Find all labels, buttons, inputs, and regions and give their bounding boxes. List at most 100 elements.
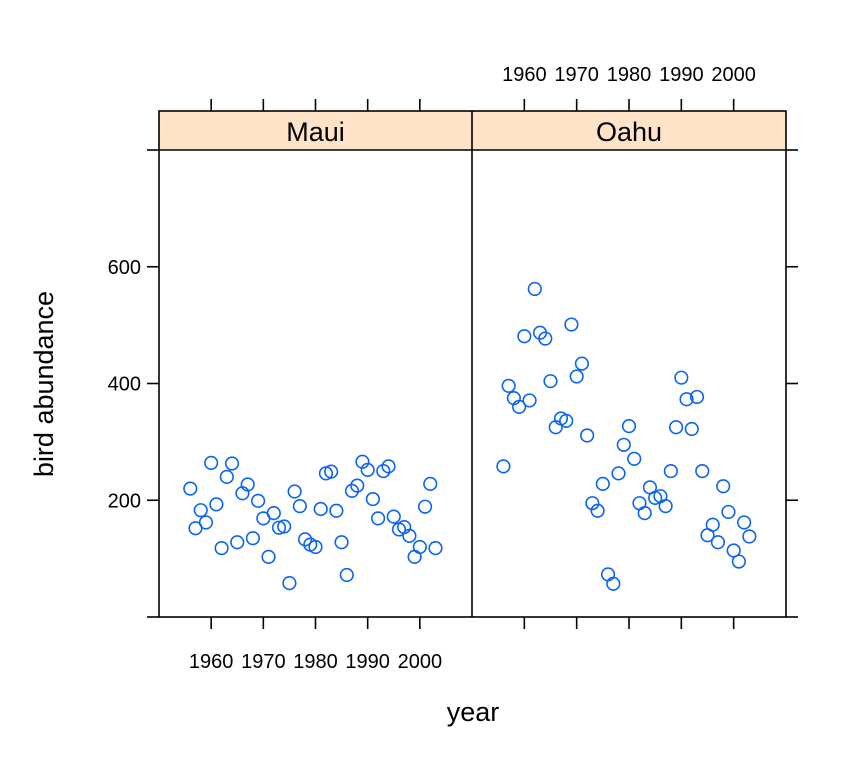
data-point [522,393,537,408]
data-point [209,497,224,512]
data-point [245,531,260,546]
strip-background [159,111,472,150]
data-point [590,503,605,518]
panel-points-oahu [496,281,757,591]
data-point [198,515,214,530]
data-point [580,428,595,443]
data-point [668,420,684,435]
data-point [496,459,511,474]
data-point [271,520,287,535]
x-tick-label-top: 2000 [711,64,756,86]
data-point [689,389,705,405]
data-point [313,501,328,517]
data-point [564,317,579,332]
data-point [344,483,360,499]
data-point [574,356,590,371]
panels-layer: Maui Oahu [159,111,786,591]
x-axis-title: year [447,697,500,727]
data-point [716,479,731,494]
data-point [627,451,642,466]
y-tick-label: 600 [108,257,141,279]
data-point [324,464,339,479]
data-point [251,493,266,508]
data-point [183,481,198,496]
data-point [737,515,752,530]
data-point [277,519,292,534]
x-tick-label: 1970 [241,651,286,673]
x-tick-label-top: 1960 [502,64,547,86]
data-point [674,370,689,385]
x-tick-label-top: 1970 [554,64,599,86]
data-point [224,456,240,471]
data-point [538,331,553,346]
data-point [695,463,710,479]
data-point [742,529,757,544]
data-point [261,549,276,564]
data-point [193,503,208,518]
data-point [616,437,631,452]
data-point [501,378,516,393]
x-tick-label-top: 1990 [659,64,704,86]
data-point [684,421,699,437]
data-point [308,539,323,555]
data-point [423,476,438,492]
x-tick-label-top: 1980 [607,64,652,86]
data-point [219,469,234,485]
panel-points-maui [183,454,443,591]
data-point [527,281,542,297]
data-point [412,539,427,555]
data-point [360,462,375,477]
data-point [381,459,396,474]
data-point [559,413,574,428]
y-tick-label: 200 [108,490,141,512]
data-point [329,503,344,518]
strip-label: Oahu [596,117,662,147]
data-point [287,484,302,499]
data-point [543,374,558,389]
data-point [517,329,532,344]
axes-layer: 200 400 600 1960 1960 1970 1970 1980 1980 1990 199… [108,64,798,673]
data-point [710,535,726,550]
data-point [600,567,616,582]
x-tick-label: 1990 [345,651,390,673]
data-point [386,509,401,524]
data-point [266,505,281,521]
data-point [292,498,307,514]
data-point [428,541,443,556]
data-point [621,419,637,434]
y-axis-title: bird abundance [29,291,59,477]
strip-background [472,111,786,150]
data-point [511,399,527,414]
data-point [731,554,747,569]
data-point [705,517,720,532]
x-tick-label: 1960 [189,651,234,673]
data-point [658,498,673,514]
data-point [637,505,652,521]
strip-label: Maui [286,117,345,147]
data-point [240,477,255,492]
data-point [606,576,621,591]
data-point [371,511,386,526]
data-point [214,541,229,556]
x-tick-label: 2000 [398,651,443,673]
data-point [721,504,736,520]
data-point [334,535,349,550]
data-point [663,463,678,479]
data-point [230,535,245,550]
data-point [339,567,354,583]
data-point [417,499,433,514]
x-tick-label: 1980 [293,651,338,673]
data-point [402,528,417,543]
data-point [611,466,626,481]
data-point [376,463,391,479]
data-point [204,455,219,470]
data-point [595,476,610,492]
data-point [297,532,313,547]
data-point [188,521,203,536]
data-point [282,576,297,591]
data-point [350,478,365,493]
data-point [569,369,584,384]
y-tick-label: 400 [108,374,141,396]
data-point [585,496,600,511]
